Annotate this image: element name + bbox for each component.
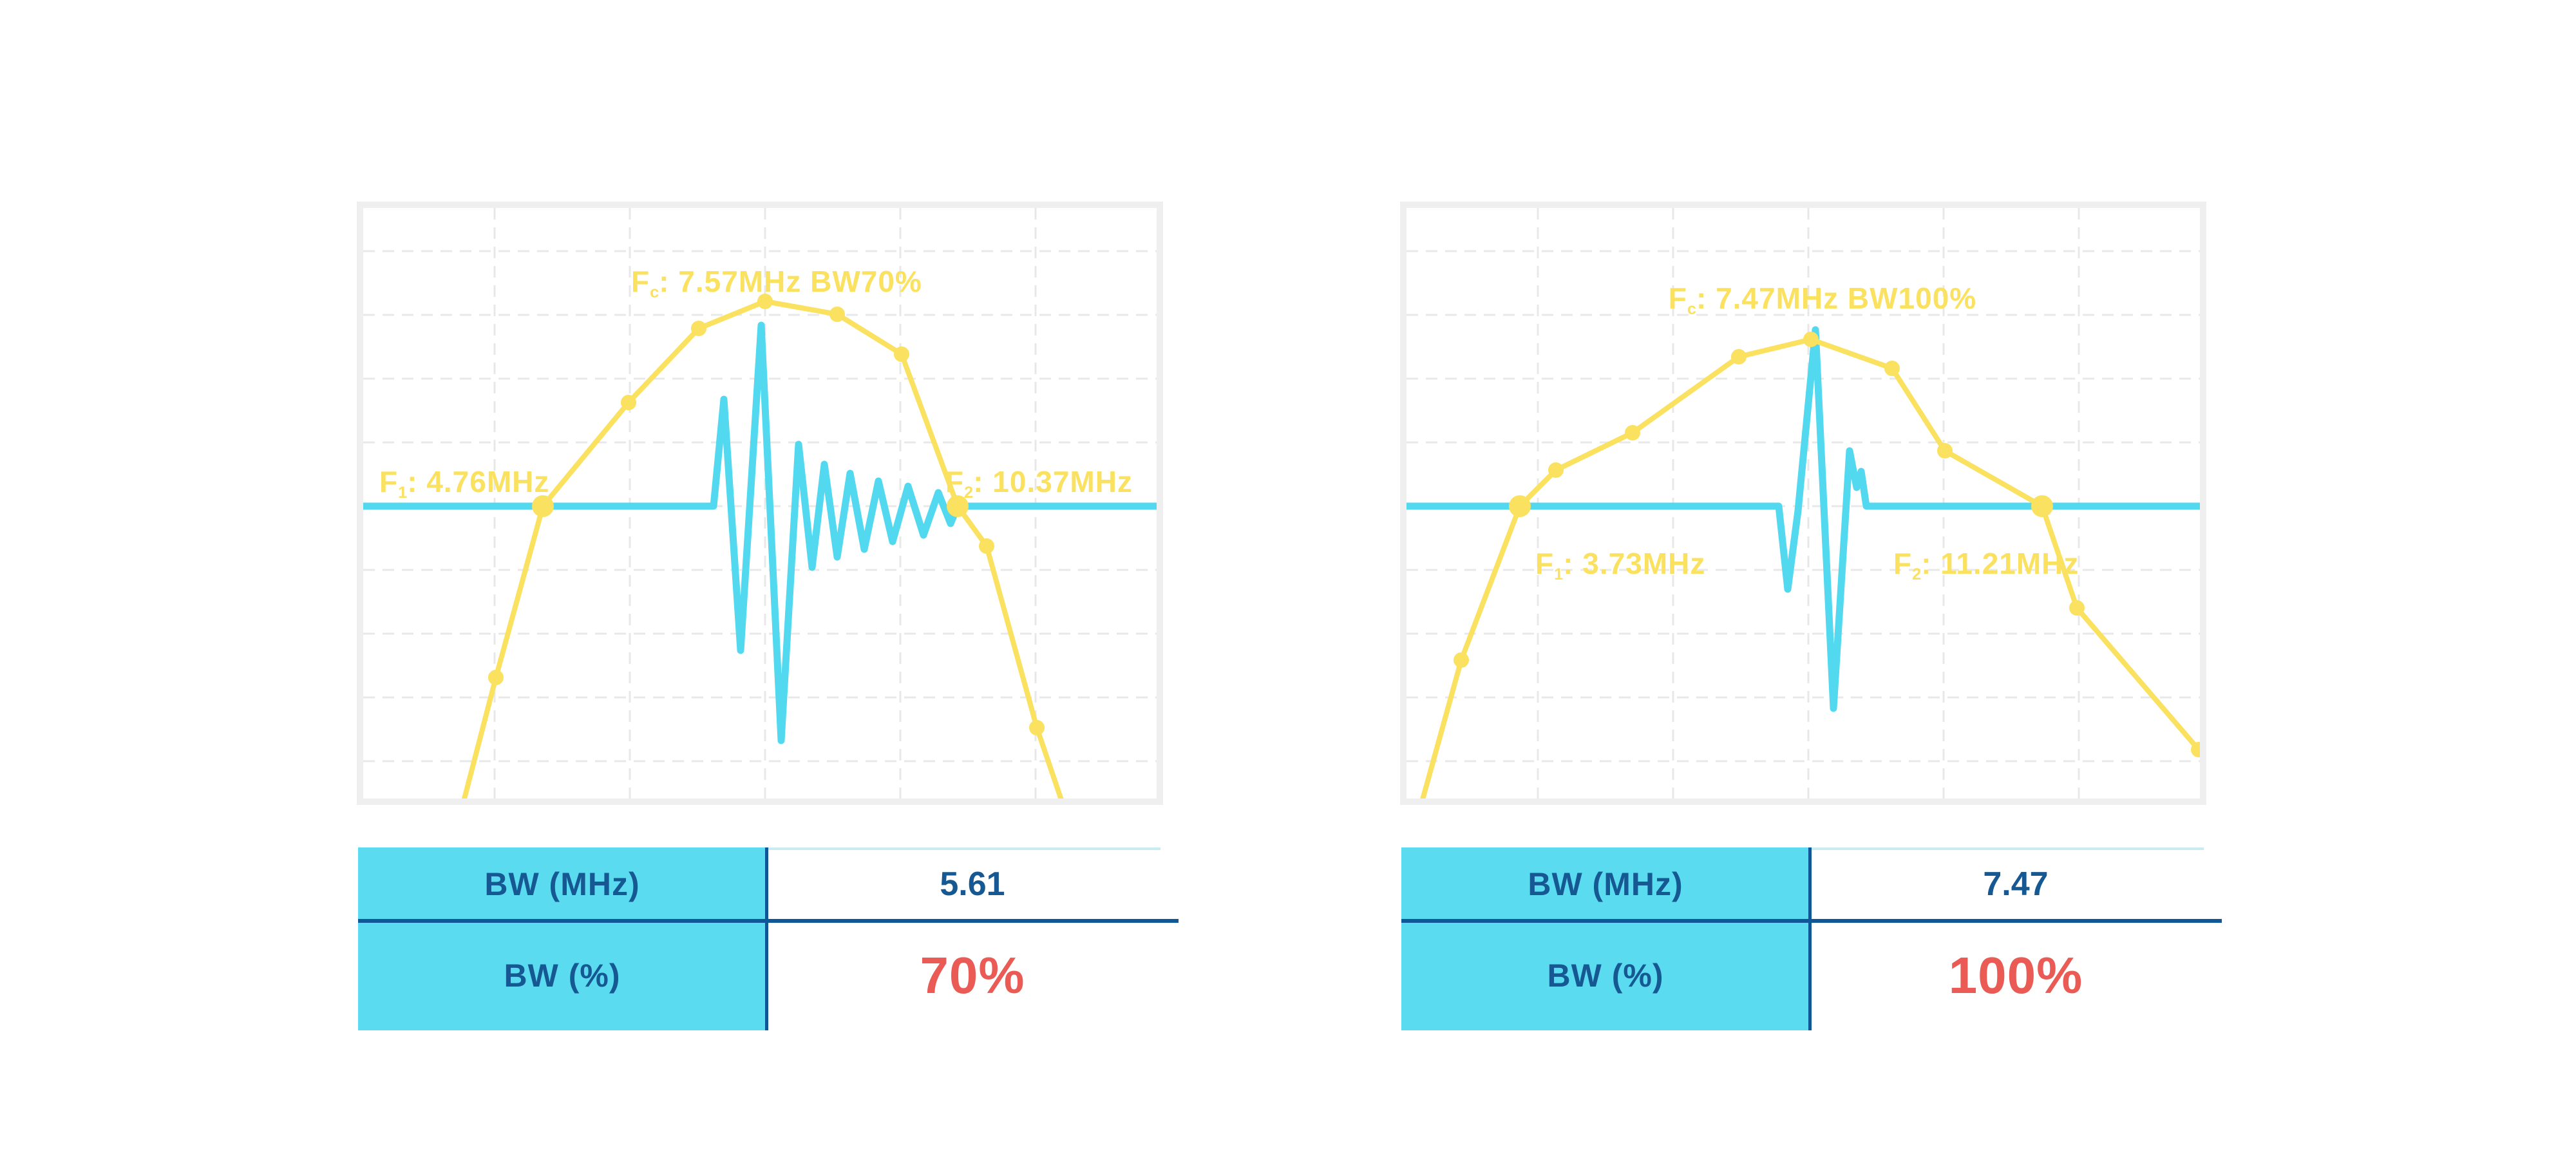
f2-prefix: F — [945, 465, 965, 498]
fc-annotation: Fc: 7.57MHz BW70% — [631, 265, 922, 309]
f2-text: : 10.37MHz — [973, 465, 1133, 498]
table-column-divider — [1808, 847, 1812, 1030]
data-point-marker — [532, 495, 554, 517]
table-top-rule — [1810, 847, 2204, 850]
table-column-divider — [765, 847, 768, 1030]
bw-mhz-label: BW (MHz) — [1401, 847, 1810, 921]
f1-text: : 4.76MHz — [407, 465, 550, 498]
pulse-waveform — [363, 321, 1157, 744]
pulse-waveform — [1406, 326, 2200, 712]
data-point-marker — [2191, 742, 2200, 757]
table-row-divider — [358, 919, 1179, 923]
data-point-marker — [829, 307, 845, 322]
chart-bw100: Fc: 7.47MHz BW100% F1: 3.73MHz F2: 11.21… — [1400, 202, 2206, 805]
data-point-marker — [1548, 462, 1564, 478]
data-point-marker — [894, 346, 909, 362]
bw-pct-label: BW (%) — [1401, 921, 1810, 1030]
f2-annotation: F2: 10.37MHz — [945, 465, 1133, 509]
chart-svg-1 — [1406, 208, 2200, 799]
fc-annotation: Fc: 7.47MHz BW100% — [1655, 281, 1990, 326]
table-top-rule — [766, 847, 1160, 850]
data-point-marker — [1803, 332, 1819, 347]
data-point-marker — [1625, 425, 1640, 440]
data-point-marker — [757, 294, 773, 309]
spectrum-curve — [461, 299, 1064, 799]
fc-text: : 7.57MHz BW70% — [659, 265, 922, 298]
f2-subscript: 2 — [964, 483, 974, 502]
data-point-marker — [691, 321, 706, 336]
f1-subscript: 1 — [398, 483, 408, 502]
bw-pct-label: BW (%) — [358, 921, 766, 1030]
fc-subscript: c — [1687, 299, 1696, 318]
data-point-marker — [1937, 443, 1953, 459]
f1-subscript: 1 — [1554, 565, 1564, 583]
data-point-marker — [2031, 495, 2053, 517]
bw-table-100: BW (MHz) 7.47 BW (%) 100% — [1401, 847, 2222, 1030]
f2-prefix: F — [1893, 547, 1913, 580]
data-point-marker — [488, 670, 504, 685]
spectrum-curve — [1420, 337, 2200, 799]
f1-prefix: F — [379, 465, 399, 498]
data-point-marker — [1029, 720, 1045, 735]
f2-annotation: F2: 11.21MHz — [1893, 547, 2079, 591]
bw-table-70: BW (MHz) 5.61 BW (%) 70% — [358, 847, 1179, 1030]
data-point-marker — [621, 395, 636, 410]
fc-text: : 7.47MHz BW100% — [1696, 281, 1977, 315]
data-point-marker — [1731, 349, 1747, 364]
f1-text: : 3.73MHz — [1563, 547, 1706, 580]
chart-bw70: Fc: 7.57MHz BW70% F1: 4.76MHz F2: 10.37M… — [357, 202, 1163, 805]
fc-subscript: c — [650, 283, 659, 301]
f2-text: : 11.21MHz — [1921, 547, 2079, 580]
table-row-divider — [1401, 919, 2222, 923]
bw-pct-value: 70% — [920, 947, 1025, 1004]
bw-mhz-label: BW (MHz) — [358, 847, 766, 921]
data-point-marker — [1884, 361, 1900, 376]
f2-subscript: 2 — [1912, 565, 1922, 583]
f1-annotation: F1: 3.73MHz — [1535, 547, 1705, 591]
f1-prefix: F — [1535, 547, 1555, 580]
fc-prefix: F — [1668, 281, 1687, 315]
bw-mhz-value: 5.61 — [940, 866, 1005, 903]
data-point-marker — [979, 538, 994, 554]
bw-pct-value: 100% — [1948, 947, 2083, 1004]
fc-prefix: F — [631, 265, 650, 298]
f1-annotation: F1: 4.76MHz — [379, 465, 549, 509]
data-point-marker — [1509, 495, 1531, 517]
data-point-marker — [1454, 652, 1469, 668]
chart-svg-0 — [363, 208, 1157, 799]
bw-mhz-value: 7.47 — [1983, 866, 2049, 903]
data-point-marker — [947, 495, 969, 517]
data-point-marker — [2069, 600, 2085, 616]
